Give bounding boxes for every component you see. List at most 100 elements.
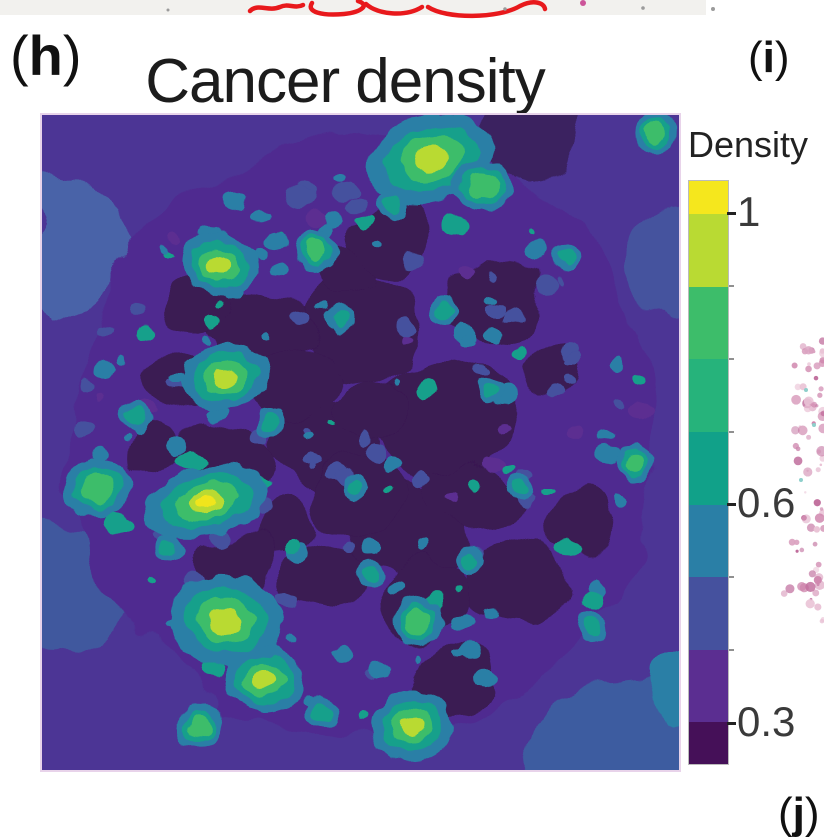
speckle [566, 352, 582, 367]
hotspot-ring [198, 496, 216, 507]
speckle [544, 382, 567, 398]
speckle [224, 191, 244, 211]
speckle [161, 246, 171, 254]
colorbar-tick [727, 721, 736, 725]
panel-j-open-paren: ( [778, 789, 793, 838]
speckle [332, 182, 361, 201]
speckle [342, 542, 355, 553]
hotspot [181, 343, 270, 410]
hotspot [506, 474, 535, 503]
histology-dot [780, 590, 788, 597]
speckle [261, 330, 273, 342]
histology-dot [812, 589, 820, 597]
hotspot [617, 443, 655, 481]
speckle [628, 401, 657, 420]
panel-h-letter: h [28, 24, 63, 87]
speckle [168, 436, 184, 454]
edge-feature [623, 205, 681, 311]
speckle [94, 360, 117, 379]
speckle [168, 370, 185, 385]
speckle [355, 214, 373, 229]
colorbar-tick [727, 502, 736, 506]
hotspot-ring [213, 367, 239, 386]
speckle [382, 456, 400, 470]
gray-speck [166, 8, 170, 12]
hotspot [177, 703, 223, 749]
speckle [125, 434, 134, 442]
histology-dot [819, 455, 824, 462]
histology-dot [817, 392, 823, 398]
histology-dot [799, 547, 805, 553]
colorbar-segment [689, 649, 728, 723]
hotspot-ring [188, 714, 212, 738]
hotspot [452, 160, 512, 211]
panel-h-open-paren: ( [10, 24, 29, 87]
speckle [288, 631, 299, 642]
histology-dot [819, 463, 823, 467]
histology-dot [820, 617, 824, 623]
hotspot-ring [400, 716, 424, 736]
dark-patch [543, 492, 614, 551]
hotspot-ring [461, 552, 478, 570]
red-contour-stroke [425, 0, 548, 19]
red-contour-stroke [247, 2, 306, 14]
speckle [316, 302, 328, 312]
histology-dot [791, 426, 800, 435]
histology-dot [805, 599, 815, 609]
histology-dot [820, 410, 824, 417]
speckle [582, 593, 606, 609]
cancer-density-title: Cancer density [145, 47, 546, 116]
hotspot [224, 646, 304, 713]
hotspot-ring [159, 539, 177, 557]
panel-i-letter: i [762, 33, 775, 82]
speckle [284, 186, 315, 207]
hotspot-ring [435, 302, 453, 319]
histology-dot [818, 386, 824, 392]
histology-dot [804, 346, 813, 355]
colorbar-tick [727, 211, 736, 215]
speckle [525, 227, 532, 235]
hotspot-ring [481, 382, 497, 398]
hotspot [326, 302, 356, 333]
speckle [475, 669, 494, 688]
hotspot-ring [626, 452, 646, 472]
speckle [611, 355, 627, 373]
hotspot-ring [405, 607, 431, 634]
histology-dot [807, 362, 811, 366]
speckle [325, 208, 346, 230]
speckle [485, 295, 498, 304]
histology-dot [805, 581, 816, 593]
histology-dot [815, 561, 822, 568]
hotspot-ring [346, 480, 362, 497]
histology-dot [804, 491, 807, 494]
panel-i-open-paren: ( [748, 33, 763, 82]
speckle [457, 335, 474, 349]
speckle [215, 301, 223, 310]
colorbar-segment [689, 214, 728, 287]
histology-cyan-speck [799, 478, 803, 482]
hotspot-ring [305, 240, 327, 262]
speckle [502, 310, 525, 326]
histology-dot [803, 467, 813, 477]
hotspot [550, 243, 581, 273]
hotspot [358, 559, 389, 590]
histology-dot [818, 423, 824, 434]
colorbar-minor-tick [729, 285, 734, 288]
histology-fragment [780, 337, 824, 624]
speckle [415, 655, 424, 665]
hotspot [429, 296, 458, 325]
speckle [263, 230, 289, 250]
colorbar-segment [689, 432, 728, 505]
red-contour-stroke [363, 1, 425, 16]
colorbar-tick-label: 0.6 [737, 479, 796, 527]
speckle [274, 591, 298, 607]
hotspot-ring [512, 480, 529, 497]
colorbar-segment [689, 286, 728, 360]
hotspot [295, 230, 337, 272]
histology-dot [820, 525, 824, 532]
red-contour-stroke [308, 0, 366, 17]
speckle [497, 424, 513, 434]
speckle [383, 484, 393, 492]
speckle [613, 492, 627, 505]
histology-dot [812, 541, 818, 547]
